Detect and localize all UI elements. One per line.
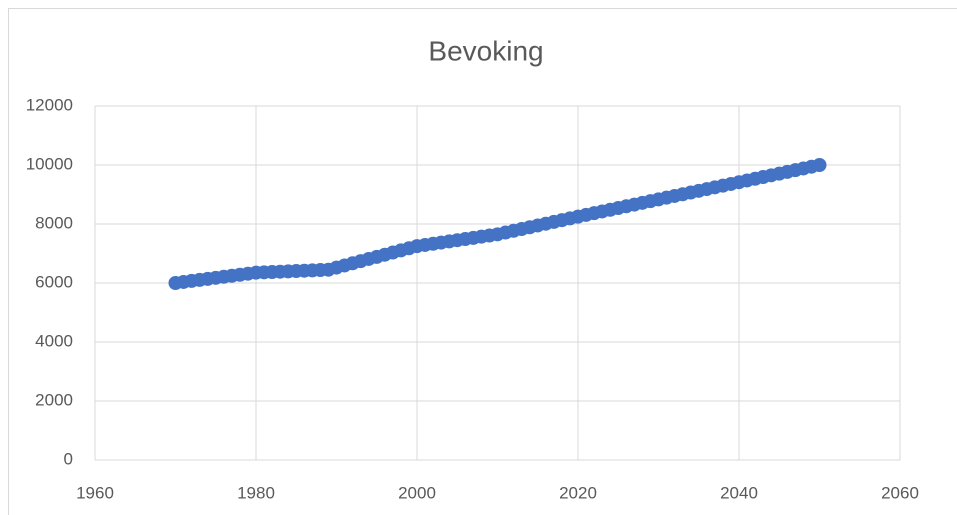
chart-border xyxy=(8,8,957,515)
y-tick-label: 8000 xyxy=(35,213,73,232)
y-tick-label: 12000 xyxy=(26,95,73,114)
y-tick-label: 4000 xyxy=(35,331,73,350)
chart-title: Bevoking xyxy=(428,35,543,66)
x-tick-label: 1980 xyxy=(237,483,275,502)
x-tick-label: 1960 xyxy=(76,483,114,502)
x-tick-label: 2040 xyxy=(720,483,758,502)
x-tick-label: 2060 xyxy=(881,483,919,502)
y-tick-label: 2000 xyxy=(35,390,73,409)
x-tick-label: 2020 xyxy=(559,483,597,502)
x-tick-label: 2000 xyxy=(398,483,436,502)
y-tick-label: 10000 xyxy=(26,154,73,173)
y-tick-label: 0 xyxy=(64,449,73,468)
marker xyxy=(812,158,827,172)
y-tick-label: 6000 xyxy=(35,272,73,291)
